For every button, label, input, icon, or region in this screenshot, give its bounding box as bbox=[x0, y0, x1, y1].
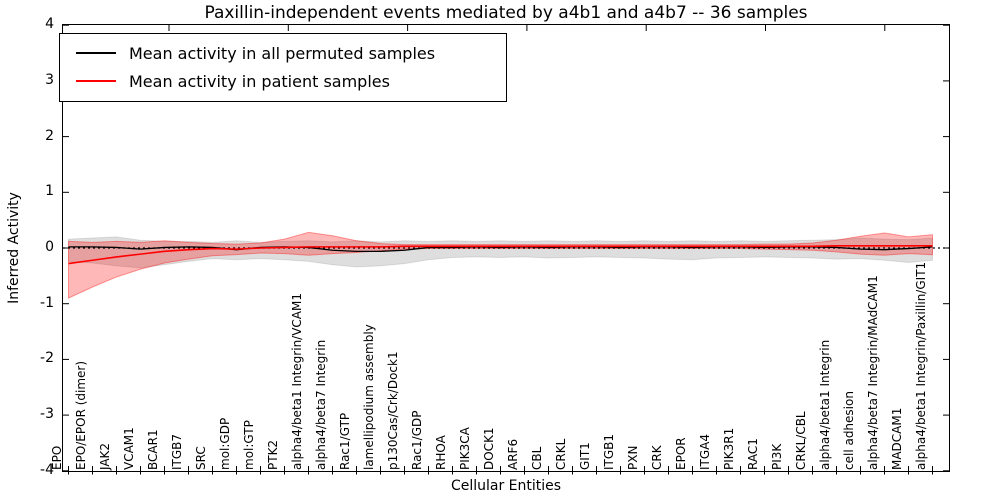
x-tick-label: PIK3R1 bbox=[721, 427, 736, 470]
x-tick-label: ITGB7 bbox=[169, 433, 184, 470]
x-tick-label: mol:GDP bbox=[217, 417, 232, 470]
y-tick-label: 0 bbox=[45, 239, 54, 255]
y-tick-label: -2 bbox=[40, 350, 54, 367]
x-tick-label: ITGB1 bbox=[601, 433, 616, 470]
x-tick-label: RHOA bbox=[433, 435, 448, 470]
x-tick-label: RAC1 bbox=[745, 438, 760, 470]
x-tick-label: MADCAM1 bbox=[889, 407, 904, 470]
y-tick-label: 2 bbox=[45, 127, 54, 144]
y-tick-label: -1 bbox=[40, 294, 54, 311]
x-tick-label: PIK3CA bbox=[457, 427, 472, 470]
x-tick-label: lamellipodium assembly bbox=[361, 324, 376, 470]
x-tick-label: EPOR bbox=[673, 437, 688, 470]
x-tick-label: VCAM1 bbox=[121, 427, 136, 470]
x-tick-label: PI3K bbox=[769, 443, 784, 470]
legend-line-patient-icon bbox=[76, 80, 116, 82]
legend-label: Mean activity in patient samples bbox=[129, 71, 390, 91]
x-tick-label: alpha4/beta1 Integrin/VCAM1 bbox=[289, 293, 304, 470]
legend: Mean activity in all permuted samples Me… bbox=[59, 33, 507, 102]
x-tick-label: ARF6 bbox=[505, 438, 520, 470]
x-tick-label: alpha4/beta1 Integrin/Paxillin/GIT1 bbox=[913, 261, 928, 470]
y-tick-label: -3 bbox=[40, 406, 54, 423]
x-tick-label: PXN bbox=[625, 445, 640, 470]
y-tick-label: 1 bbox=[45, 183, 54, 200]
x-tick-label: GIT1 bbox=[577, 442, 592, 470]
legend-label: Mean activity in all permuted samples bbox=[129, 43, 436, 63]
x-tick-label: BCAR1 bbox=[145, 429, 160, 470]
x-tick-label: DOCK1 bbox=[481, 427, 496, 470]
legend-line-permuted-icon bbox=[76, 52, 116, 54]
x-tick-label: SRC bbox=[193, 446, 208, 470]
x-tick-label: Rac1/GDP bbox=[409, 410, 424, 470]
x-tick-label: PTK2 bbox=[265, 439, 280, 470]
x-tick-label: JAK2 bbox=[97, 442, 112, 470]
patient-mean-line bbox=[68, 244, 933, 265]
permuted-std-band bbox=[68, 236, 933, 269]
x-tick-label: mol:GTP bbox=[241, 420, 256, 470]
x-tick-label: CRKL/CBL bbox=[793, 411, 808, 470]
y-tick-label: 4 bbox=[45, 16, 54, 33]
x-tick-label: CRKL bbox=[553, 438, 568, 470]
x-tick-label: cell adhesion bbox=[841, 391, 856, 470]
x-tick-label: Rac1/GTP bbox=[337, 412, 352, 470]
x-tick-label: alpha4/beta7 Integrin/MAdCAM1 bbox=[865, 275, 880, 470]
x-tick-label: ITGA4 bbox=[697, 433, 712, 470]
x-tick-label: CRK bbox=[649, 445, 664, 470]
x-tick-label: CBL bbox=[529, 446, 544, 470]
patient-std-band bbox=[68, 231, 933, 299]
x-axis-label: Cellular Entities bbox=[450, 478, 562, 494]
legend-entry: Mean activity in all permuted samples bbox=[60, 39, 506, 67]
chart-title: Paxillin-independent events mediated by … bbox=[204, 3, 808, 23]
y-tick-label: -4 bbox=[40, 461, 54, 478]
chart-canvas bbox=[63, 24, 949, 475]
plot-area bbox=[62, 24, 950, 475]
y-tick-label: 3 bbox=[45, 71, 54, 88]
x-tick-label: EPO bbox=[49, 445, 64, 470]
x-tick-label: alpha4/beta7 Integrin bbox=[313, 339, 328, 470]
x-tick-label: alpha4/beta1 Integrin bbox=[817, 339, 832, 470]
x-tick-label: p130Cas/Crk/Dock1 bbox=[385, 351, 400, 470]
legend-entry: Mean activity in patient samples bbox=[60, 67, 506, 95]
x-tick-label: EPO/EPOR (dimer) bbox=[73, 360, 88, 470]
